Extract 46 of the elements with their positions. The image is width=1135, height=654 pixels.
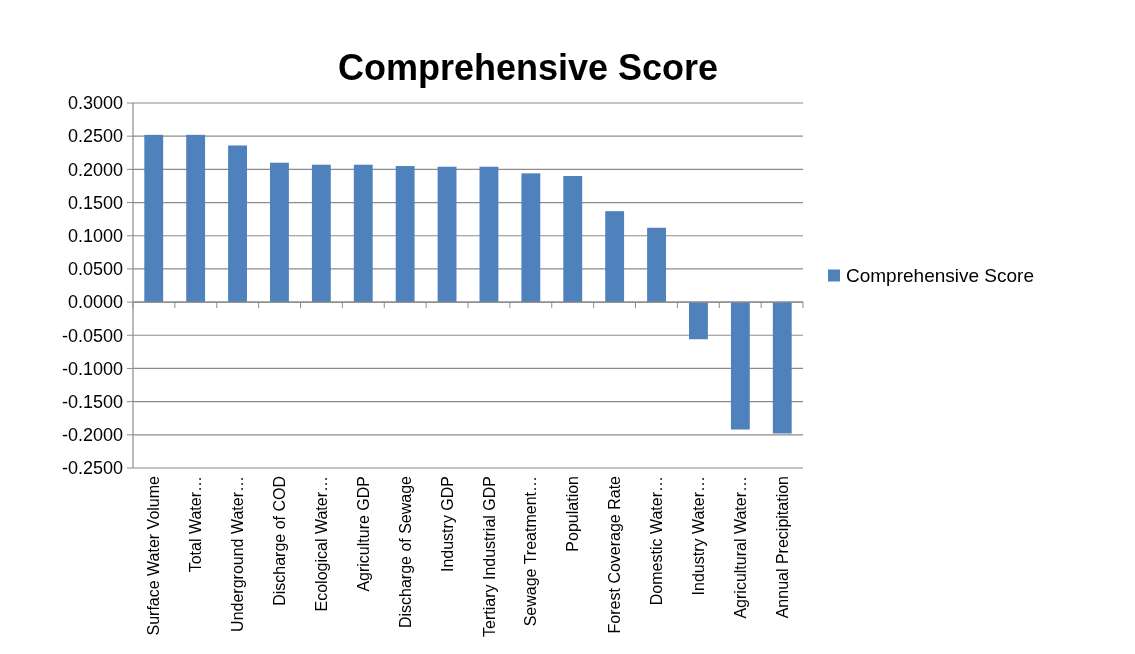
x-tick-label: Discharge of COD: [271, 476, 289, 606]
x-tick-label: Population: [564, 476, 582, 552]
x-tick-label: Ecological Water…: [312, 476, 330, 612]
x-tick-label: Agriculture GDP: [354, 476, 372, 592]
y-tick-label: -0.2000: [61, 425, 123, 446]
y-tick-label: 0.0500: [67, 259, 123, 280]
bar: [186, 134, 206, 303]
legend-label: Comprehensive Score: [846, 265, 1034, 287]
bar: [647, 227, 666, 303]
y-tick-label: 0.2500: [67, 126, 123, 147]
x-tick-label: Agricultural Water…: [731, 476, 749, 619]
x-tick-label: Tertiary Industrial GDP: [480, 476, 498, 637]
bar: [270, 162, 289, 303]
bar: [605, 211, 625, 303]
x-tick-label: Sewage Treatment…: [522, 476, 540, 627]
bar: [772, 302, 792, 434]
y-tick-label: -0.0500: [61, 325, 123, 346]
chart-title: Comprehensive Score: [337, 47, 719, 88]
bar: [395, 166, 415, 303]
x-tick-label: Domestic Water…: [648, 476, 666, 606]
y-tick-label: -0.2500: [61, 458, 123, 479]
bar: [479, 166, 499, 303]
x-tick-label: Industry Water…: [690, 476, 708, 596]
bar: [144, 134, 164, 303]
bar: [353, 164, 373, 303]
bar: [521, 173, 541, 303]
bar: [311, 164, 331, 303]
y-tick-label: 0.0000: [67, 292, 123, 313]
bar: [730, 302, 750, 430]
bar: [689, 302, 708, 340]
y-tick-label: 0.1500: [67, 192, 123, 213]
x-tick-label: Industry GDP: [438, 476, 456, 573]
x-tick-label: Annual Precipitation: [773, 476, 791, 619]
x-tick-label: Forest Coverage Rate: [606, 475, 624, 634]
x-tick-label: Underground Water…: [229, 476, 247, 632]
x-tick-label: Surface Water Volume: [145, 475, 163, 636]
y-tick-label: 0.1000: [67, 226, 123, 247]
y-tick-label: 0.3000: [67, 93, 123, 114]
bar: [228, 145, 247, 303]
bar: [563, 176, 583, 303]
x-tick-label: Total Water…: [187, 476, 205, 573]
x-tick-label: Discharge of Sewage: [396, 475, 414, 629]
bar: [437, 166, 457, 303]
y-tick-label: -0.1000: [61, 358, 123, 379]
y-tick-label: -0.1500: [61, 391, 123, 412]
y-tick-label: 0.2000: [67, 159, 123, 180]
